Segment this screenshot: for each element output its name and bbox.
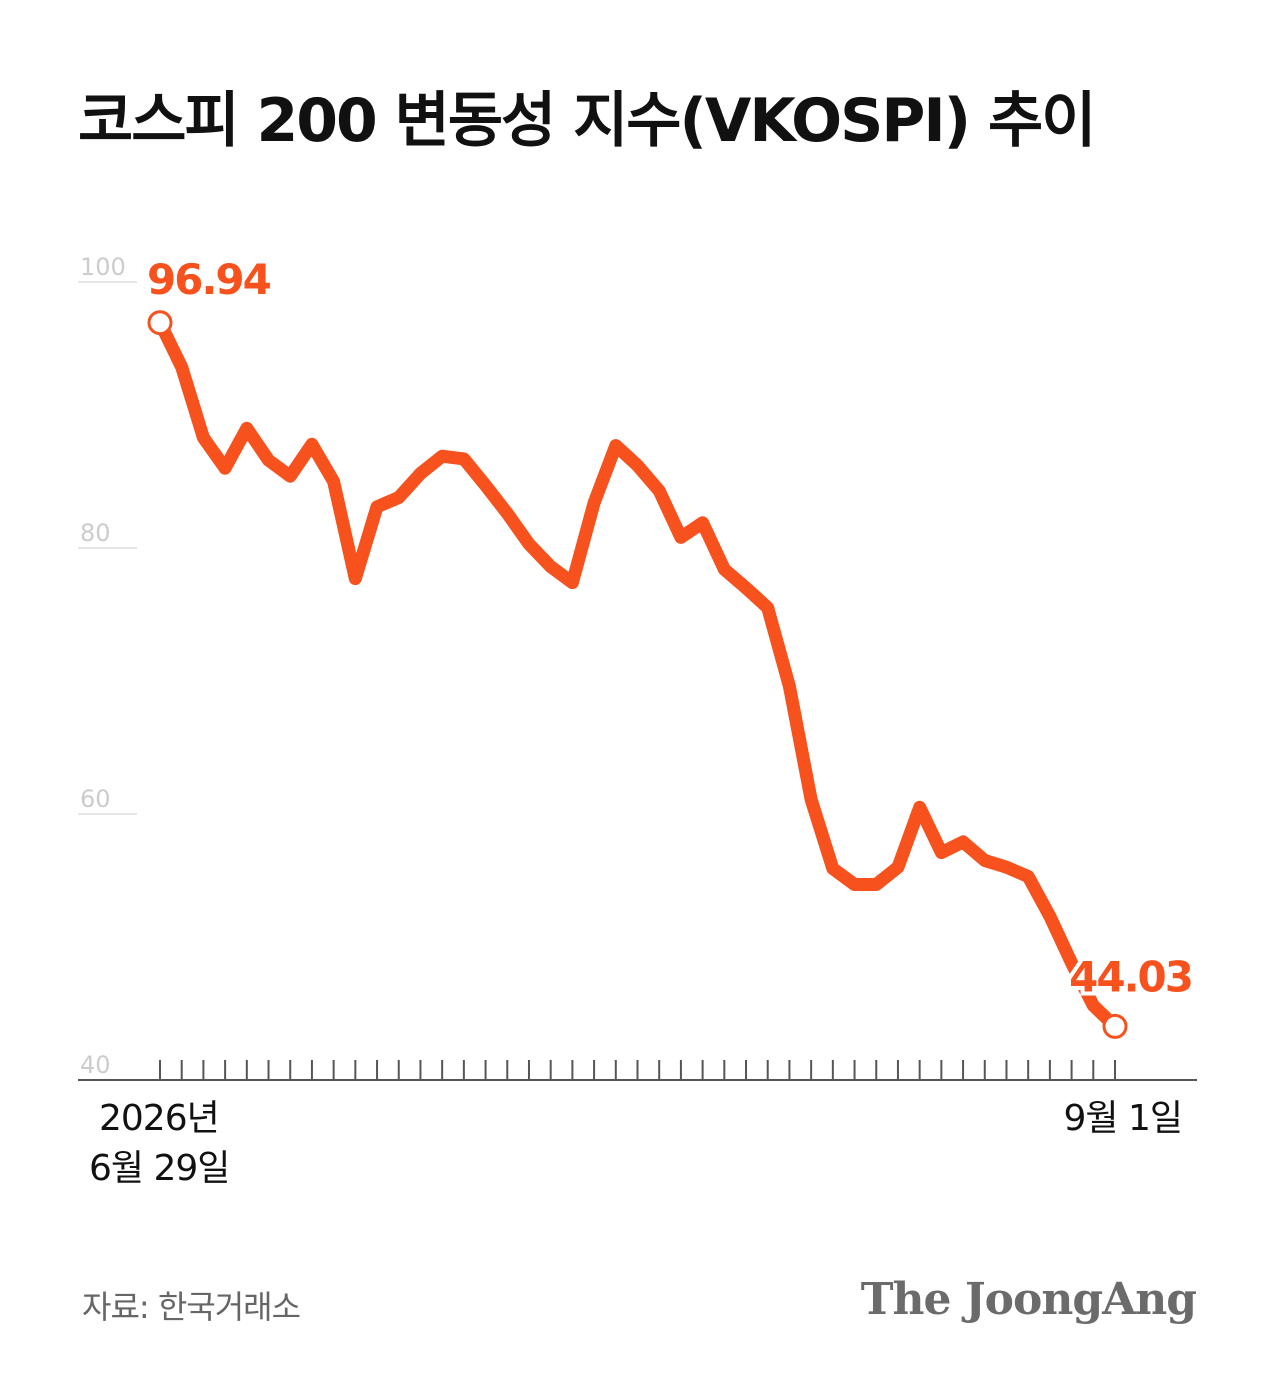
x-start-label-year: 2026년 [99, 1098, 219, 1139]
y-tick-label: 40 [80, 1051, 111, 1079]
start-data-point [147, 310, 173, 336]
grid-lines [78, 281, 137, 815]
x-start-label-date: 6월 29일 [89, 1148, 229, 1189]
y-tick-label: 80 [80, 519, 111, 547]
x-axis-ticks [159, 1060, 1116, 1080]
source-note: 자료: 한국거래소 [82, 1288, 301, 1326]
y-tick-label: 60 [80, 785, 111, 813]
end-data-point [1102, 1013, 1128, 1039]
end-value-label: 44.03 [1069, 952, 1192, 1001]
publisher-logo: The JoongAng [860, 1274, 1197, 1325]
x-end-label-date: 9월 1일 [1064, 1098, 1183, 1139]
start-value-label: 96.94 [147, 255, 271, 304]
chart-title: 코스피 200 변동성 지수(VKOSPI) 추이 [78, 86, 1096, 156]
y-tick-label: 100 [80, 253, 126, 281]
vkospi-series-line [153, 316, 1122, 1033]
y-axis-tick-labels: 100 80 60 40 [80, 253, 126, 1079]
